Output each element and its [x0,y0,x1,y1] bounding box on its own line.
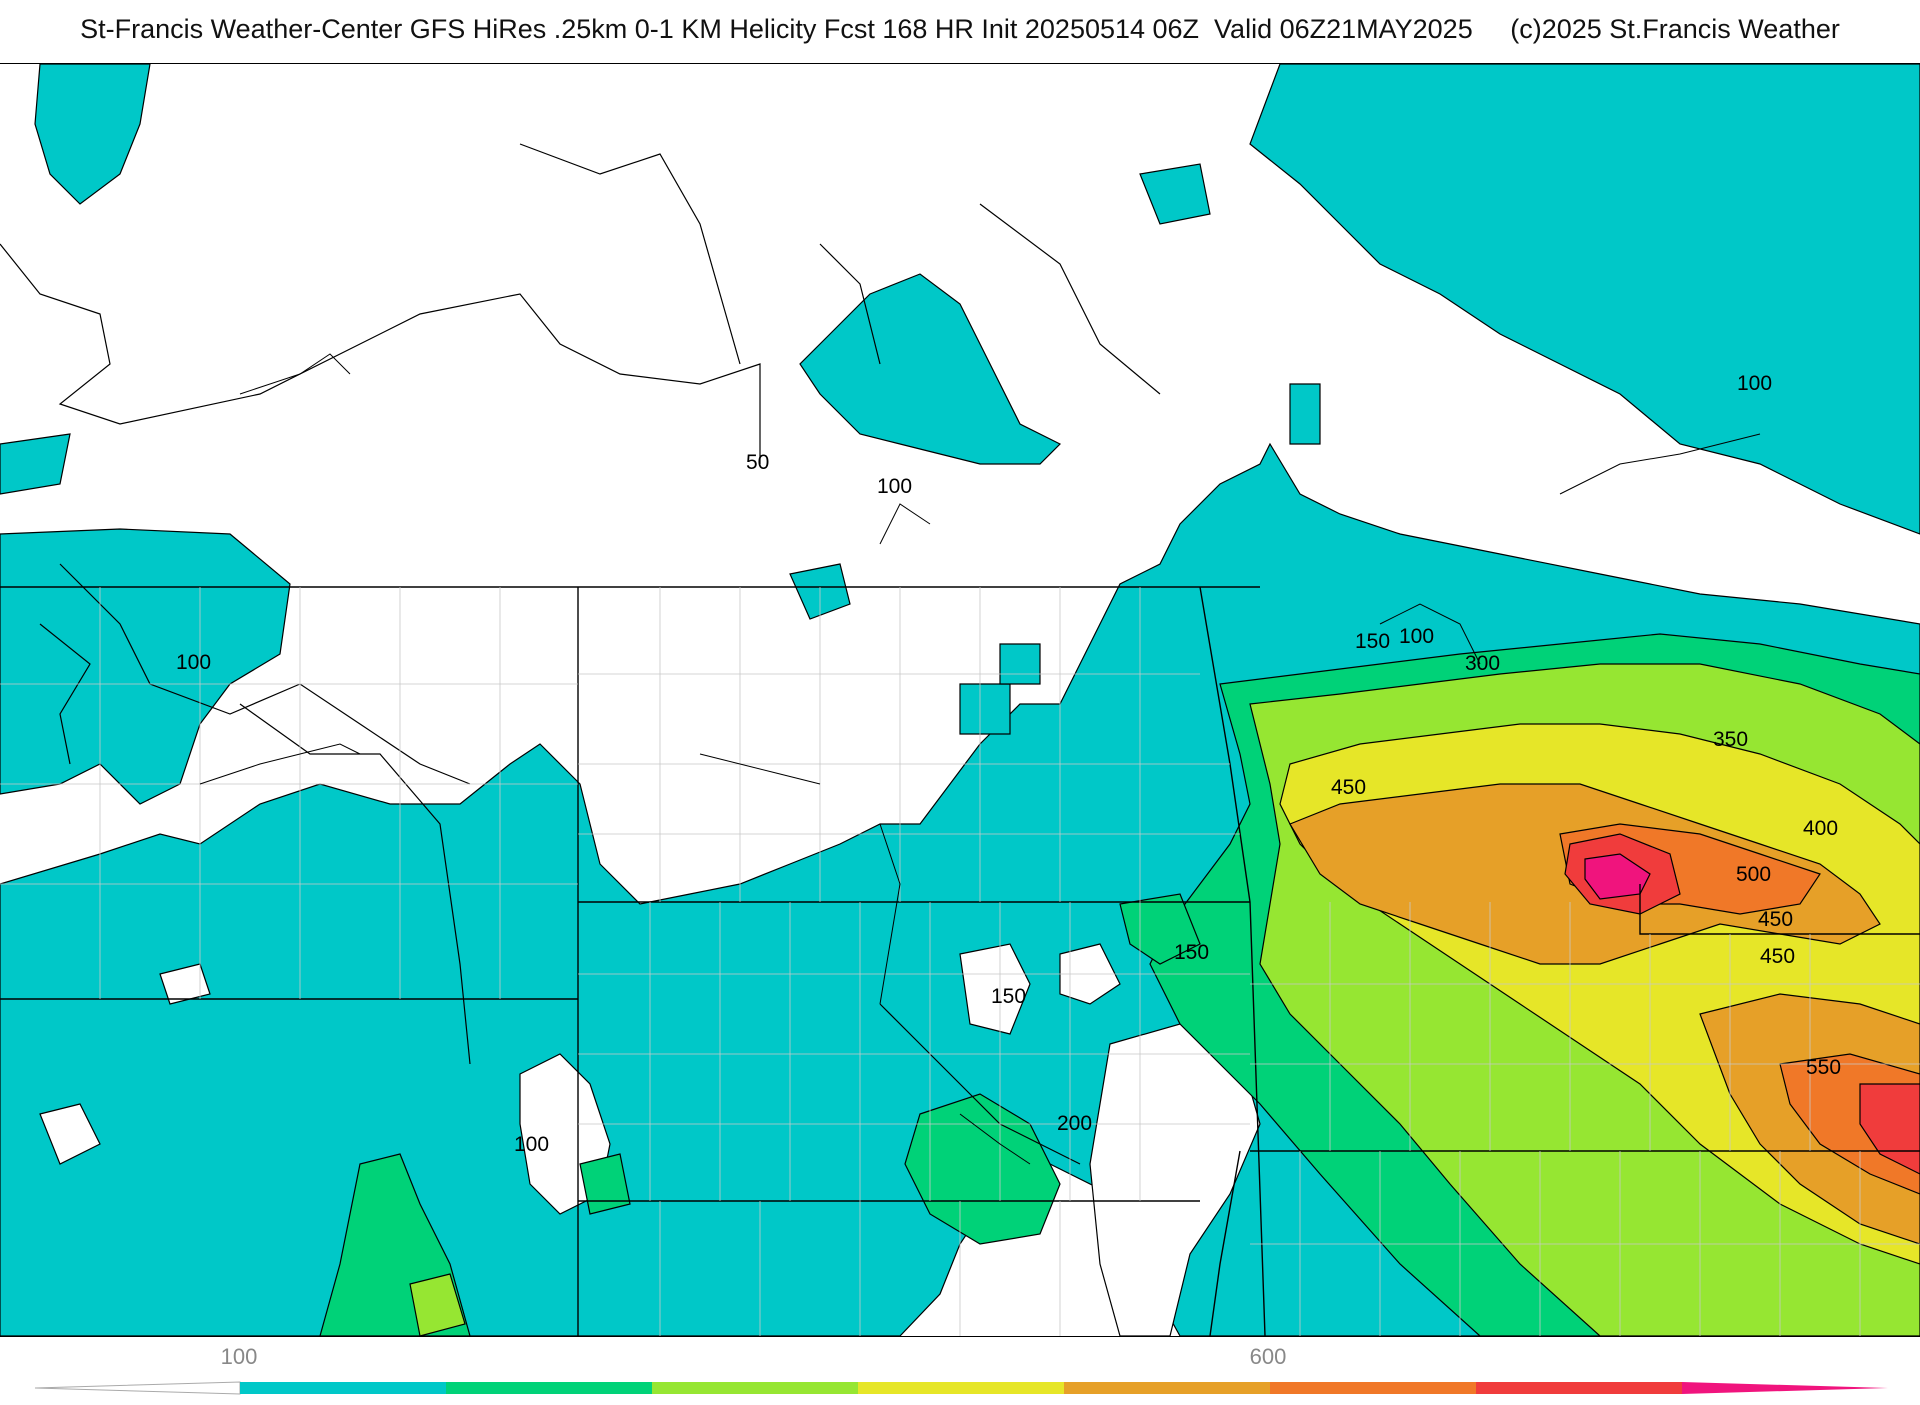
colorbar-segment [1064,1382,1270,1394]
contour-label: 550 [1806,1056,1841,1079]
tick-labels: 100 600 [221,1344,1287,1369]
contour-label: 100 [176,651,211,674]
tick-label-100: 100 [221,1344,258,1369]
color-segments [34,1381,1888,1395]
water-bodies [199,353,1761,1165]
contour-label: 200 [1057,1112,1092,1135]
contour-label: 100 [1737,372,1772,395]
state-borders [0,586,1920,1336]
colorbar-segment [858,1382,1064,1394]
contour-label: 100 [514,1133,549,1156]
county-lines [0,587,1920,1336]
contour-label: 400 [1803,817,1838,840]
tick-label-600: 600 [1250,1344,1287,1369]
contour-label: 500 [1736,863,1771,886]
colorbar-segment [1476,1382,1682,1394]
helicity-fill-low-holes [39,943,1261,1336]
colorbar-segment [1682,1382,1888,1394]
contour-label: 100 [877,475,912,498]
contour-label: 150 [1174,941,1209,964]
map-title: St-Francis Weather-Center GFS HiRes .25k… [80,14,1840,44]
color-scale-bar: 100 600 [0,1340,1920,1400]
contour-label: 350 [1713,728,1748,751]
contour-label: 150 [991,985,1026,1008]
helicity-map: 50 100 100 100 100 100 150 150 150 200 3… [0,63,1920,1337]
contour-label: 450 [1758,908,1793,931]
contour-labels: 50 100 100 100 100 100 150 150 150 200 3… [176,372,1841,1156]
colorbar-segment [1270,1382,1476,1394]
contour-label: 450 [1331,776,1366,799]
colorbar-segment [240,1382,446,1394]
contour-label: 150 [1355,630,1390,653]
contour-label: 50 [746,451,769,474]
contour-lines [0,143,1161,1165]
contour-label: 450 [1760,945,1795,968]
colorbar-segment [652,1382,858,1394]
contour-label: 100 [1399,625,1434,648]
contour-label: 300 [1465,652,1500,675]
colorbar-low-end [34,1381,241,1395]
colorbar-segment [446,1382,652,1394]
